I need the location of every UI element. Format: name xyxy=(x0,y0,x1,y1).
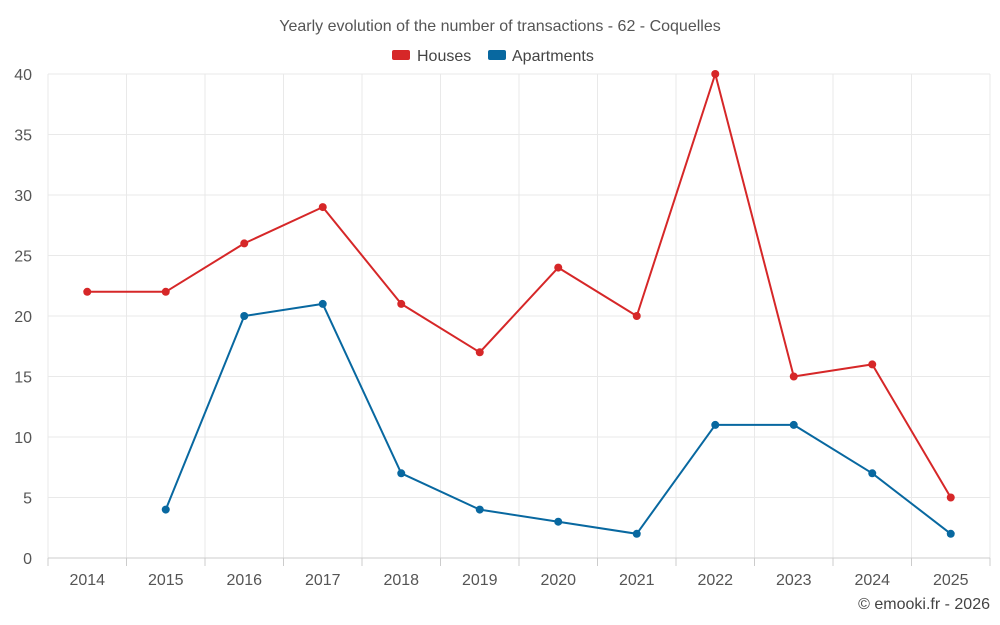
x-tick-label: 2024 xyxy=(854,572,890,589)
y-tick-label: 10 xyxy=(14,430,32,447)
data-point-houses[interactable] xyxy=(397,299,406,308)
x-tick-label: 2018 xyxy=(383,572,419,589)
data-point-houses[interactable] xyxy=(946,493,955,502)
legend-swatch-houses xyxy=(392,50,410,60)
y-tick-label: 40 xyxy=(14,67,32,84)
x-tick-label: 2017 xyxy=(305,572,341,589)
data-point-houses[interactable] xyxy=(789,372,798,381)
series xyxy=(83,70,955,538)
legend: Houses Apartments xyxy=(392,48,594,65)
y-tick-label: 5 xyxy=(23,491,32,508)
x-tick-label: 2020 xyxy=(540,572,576,589)
chart-title: Yearly evolution of the number of transa… xyxy=(279,18,720,35)
data-point-houses[interactable] xyxy=(475,348,484,357)
legend-item-houses[interactable]: Houses xyxy=(392,48,471,65)
grid xyxy=(47,73,991,559)
x-tick-label: 2019 xyxy=(462,572,498,589)
data-point-apartments[interactable] xyxy=(632,529,641,538)
y-tick-label: 20 xyxy=(14,309,32,326)
x-tick-label: 2025 xyxy=(933,572,969,589)
data-point-apartments[interactable] xyxy=(318,299,327,308)
x-tick-label: 2023 xyxy=(776,572,812,589)
data-point-houses[interactable] xyxy=(240,239,249,248)
x-tick-label: 2015 xyxy=(148,572,184,589)
data-point-apartments[interactable] xyxy=(868,469,877,478)
y-tick-label: 35 xyxy=(14,128,32,145)
y-tick-label: 0 xyxy=(23,551,32,568)
legend-label-apartments: Apartments xyxy=(512,48,594,65)
y-tick-label: 15 xyxy=(14,370,32,387)
legend-label-houses: Houses xyxy=(417,48,471,65)
data-point-apartments[interactable] xyxy=(475,505,484,514)
data-point-houses[interactable] xyxy=(83,287,92,296)
x-tick-label: 2022 xyxy=(697,572,733,589)
data-point-apartments[interactable] xyxy=(161,505,170,514)
data-point-houses[interactable] xyxy=(318,203,327,212)
x-tick-label: 2014 xyxy=(69,572,105,589)
data-point-apartments[interactable] xyxy=(789,420,798,429)
legend-item-apartments[interactable]: Apartments xyxy=(488,48,594,65)
data-point-apartments[interactable] xyxy=(397,469,406,478)
x-axis-ticks: 2014 2015 2016 2017 2018 2019 2020 2021 2022 2023… xyxy=(47,558,991,589)
data-point-apartments[interactable] xyxy=(711,420,720,429)
x-tick-label: 2016 xyxy=(226,572,262,589)
data-point-houses[interactable] xyxy=(868,360,877,369)
x-tick-label: 2021 xyxy=(619,572,655,589)
data-point-apartments[interactable] xyxy=(946,529,955,538)
data-point-houses[interactable] xyxy=(711,70,720,78)
data-point-apartments[interactable] xyxy=(240,312,249,320)
data-point-apartments[interactable] xyxy=(554,517,563,526)
data-point-houses[interactable] xyxy=(632,312,641,320)
y-axis-ticks: 0 5 10 15 20 25 30 35 40 xyxy=(14,67,32,568)
series-houses xyxy=(83,70,955,502)
y-tick-label: 25 xyxy=(14,249,32,266)
series-line-houses xyxy=(87,73,952,499)
y-tick-label: 30 xyxy=(14,188,32,205)
data-point-houses[interactable] xyxy=(554,263,563,272)
credit-text: © emooki.fr - 2026 xyxy=(858,596,990,613)
data-point-houses[interactable] xyxy=(161,287,170,296)
series-apartments xyxy=(161,299,955,538)
legend-swatch-apartments xyxy=(488,50,506,60)
